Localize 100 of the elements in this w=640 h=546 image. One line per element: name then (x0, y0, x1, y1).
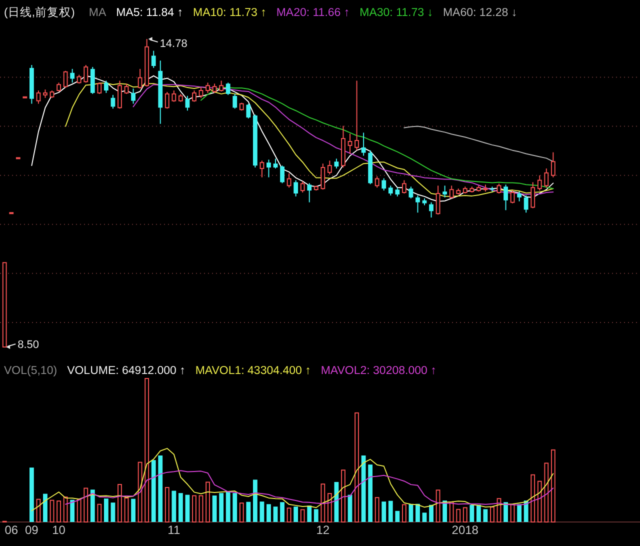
xtick: 12 (316, 523, 330, 537)
bar (232, 493, 238, 522)
candlestick (416, 194, 420, 214)
bar (429, 504, 434, 522)
bar (151, 460, 156, 522)
candlestick (402, 180, 406, 194)
candlestick (84, 64, 88, 84)
bar (368, 464, 373, 522)
bar (138, 462, 142, 522)
candlestick (510, 190, 515, 204)
bar (97, 504, 102, 522)
bar (476, 504, 481, 522)
candlestick (198, 87, 204, 98)
legend-item: MAVOL1: 43304.400 ↑ (195, 365, 311, 377)
candlestick (524, 194, 528, 214)
candlestick (517, 191, 522, 202)
xtick: 09 (25, 523, 38, 537)
candlestick (436, 185, 440, 216)
annotation: VOLUME: 64912.000 ↑ (67, 365, 186, 377)
candlestick (307, 182, 312, 203)
xtick: 2018 (452, 523, 478, 537)
bar (246, 502, 251, 522)
bar (266, 504, 271, 522)
bar (504, 502, 508, 522)
candlestick (537, 174, 542, 192)
candlestick (280, 165, 284, 184)
candlestick (530, 182, 536, 209)
candlestick (550, 152, 556, 178)
bar (118, 484, 122, 522)
candlestick (504, 184, 508, 211)
legend-item: MA5: 11.84 ↑ (116, 7, 184, 19)
candlestick (260, 160, 264, 178)
bar (84, 488, 88, 522)
bar (43, 494, 48, 522)
bar (354, 412, 359, 522)
bar (517, 504, 522, 522)
candlestick (334, 158, 339, 169)
bar (416, 504, 420, 522)
bar (50, 500, 54, 522)
bar (327, 493, 332, 522)
bar (300, 509, 305, 522)
bar (29, 468, 34, 522)
candlestick (131, 88, 136, 104)
legend-title: MA (88, 7, 106, 19)
bar (537, 480, 542, 522)
bar (550, 449, 556, 522)
candlestick (327, 160, 332, 175)
candlestick (354, 80, 359, 151)
xtick: 10 (52, 523, 66, 537)
bar (219, 493, 224, 522)
title: (日线,前复权) (4, 7, 75, 19)
bar (449, 502, 454, 522)
candlestick (348, 133, 352, 154)
bar (212, 496, 217, 522)
bar (90, 490, 95, 522)
annotation: 8.50 (18, 339, 40, 351)
bar (252, 480, 258, 522)
candlestick (226, 82, 230, 96)
bar (530, 474, 536, 522)
candlestick (97, 82, 102, 94)
bar (524, 500, 528, 522)
candlestick (361, 132, 366, 156)
bar (178, 493, 183, 522)
bar (382, 502, 386, 522)
bar (70, 500, 75, 522)
candlestick (63, 70, 68, 88)
bar (158, 455, 163, 522)
bar (131, 498, 136, 522)
bar (206, 482, 210, 522)
candlestick (320, 163, 326, 190)
bar (144, 378, 150, 522)
candlestick (172, 90, 176, 102)
legend-item: MAVOL2: 30208.000 ↑ (320, 365, 436, 377)
bar (388, 500, 393, 522)
bar (280, 502, 284, 522)
candlestick (151, 50, 156, 68)
candlestick (544, 168, 549, 188)
candlestick (382, 178, 386, 192)
bar (164, 487, 170, 522)
bar (110, 502, 116, 522)
bar (490, 506, 494, 522)
bar (124, 498, 129, 522)
bar (442, 500, 448, 522)
bar (307, 506, 312, 522)
bar (374, 497, 380, 522)
xtick: 11 (168, 523, 180, 537)
bar (462, 507, 468, 522)
bar (172, 490, 176, 522)
legend-title: VOL(5,10) (4, 365, 58, 377)
bar (544, 462, 549, 522)
bar (470, 504, 474, 522)
bar (63, 496, 68, 522)
bar (483, 509, 488, 522)
candlestick (286, 172, 292, 188)
candlestick (294, 180, 298, 197)
candlestick (138, 68, 142, 90)
candlestick (118, 80, 122, 110)
bar (226, 492, 230, 522)
candlestick (408, 186, 414, 199)
candlestick (206, 82, 210, 94)
